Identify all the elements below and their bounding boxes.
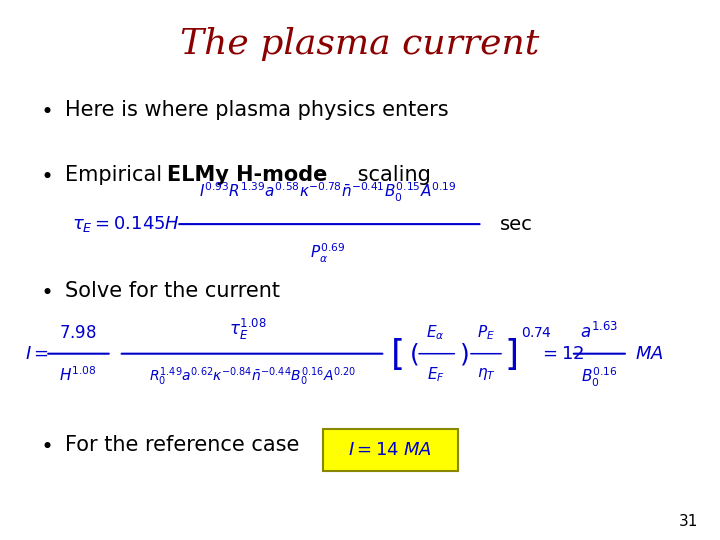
- Text: 31: 31: [679, 514, 698, 529]
- Text: $\bullet$: $\bullet$: [40, 100, 51, 120]
- Text: Empirical: Empirical: [65, 165, 168, 185]
- Text: $7.98$: $7.98$: [59, 325, 96, 342]
- Text: ELMy H-mode: ELMy H-mode: [167, 165, 328, 185]
- Text: $]$: $]$: [504, 336, 517, 372]
- Text: $I=$: $I=$: [25, 345, 49, 363]
- Text: $I^{0.93}R^{1.39}a^{0.58}\kappa^{-0.78}\bar{n}^{-0.41}B_0^{0.15}A^{0.19}$: $I^{0.93}R^{1.39}a^{0.58}\kappa^{-0.78}\…: [199, 181, 456, 204]
- Text: $\tau_E^{1.08}$: $\tau_E^{1.08}$: [230, 317, 267, 342]
- Text: $H^{1.08}$: $H^{1.08}$: [59, 366, 96, 384]
- Text: $I = 14 \; MA$: $I = 14 \; MA$: [348, 441, 432, 459]
- Text: sec: sec: [500, 214, 534, 234]
- Text: $E_F$: $E_F$: [427, 366, 444, 384]
- Text: $)$: $)$: [459, 341, 468, 367]
- Text: For the reference case: For the reference case: [65, 435, 300, 455]
- Text: $\eta_T$: $\eta_T$: [477, 366, 495, 382]
- Text: $0.74$: $0.74$: [521, 326, 552, 340]
- Text: Here is where plasma physics enters: Here is where plasma physics enters: [65, 100, 449, 120]
- Text: $\bullet$: $\bullet$: [40, 165, 51, 185]
- Text: $R_0^{1.49}a^{0.62}\kappa^{-0.84}\bar{n}^{-0.44}B_0^{0.16}A^{0.20}$: $R_0^{1.49}a^{0.62}\kappa^{-0.84}\bar{n}…: [148, 366, 356, 388]
- Text: $\bullet$: $\bullet$: [40, 435, 51, 455]
- Text: scaling: scaling: [351, 165, 431, 185]
- Text: $[$: $[$: [390, 336, 403, 372]
- Text: $P_E$: $P_E$: [477, 323, 495, 342]
- Text: $\bullet$: $\bullet$: [40, 281, 51, 301]
- Text: $MA$: $MA$: [635, 345, 664, 363]
- Text: $a^{1.63}$: $a^{1.63}$: [580, 322, 618, 342]
- Text: $\tau_E = 0.145H$: $\tau_E = 0.145H$: [72, 214, 179, 234]
- Text: The plasma current: The plasma current: [181, 27, 539, 61]
- Text: $($: $($: [409, 341, 418, 367]
- FancyBboxPatch shape: [323, 429, 458, 471]
- Text: $= 12$: $= 12$: [539, 345, 584, 363]
- Text: $E_{\alpha}$: $E_{\alpha}$: [426, 323, 445, 342]
- Text: $B_0^{0.16}$: $B_0^{0.16}$: [581, 366, 617, 389]
- Text: $P_{\alpha}^{0.69}$: $P_{\alpha}^{0.69}$: [310, 241, 346, 265]
- Text: Solve for the current: Solve for the current: [65, 281, 280, 301]
